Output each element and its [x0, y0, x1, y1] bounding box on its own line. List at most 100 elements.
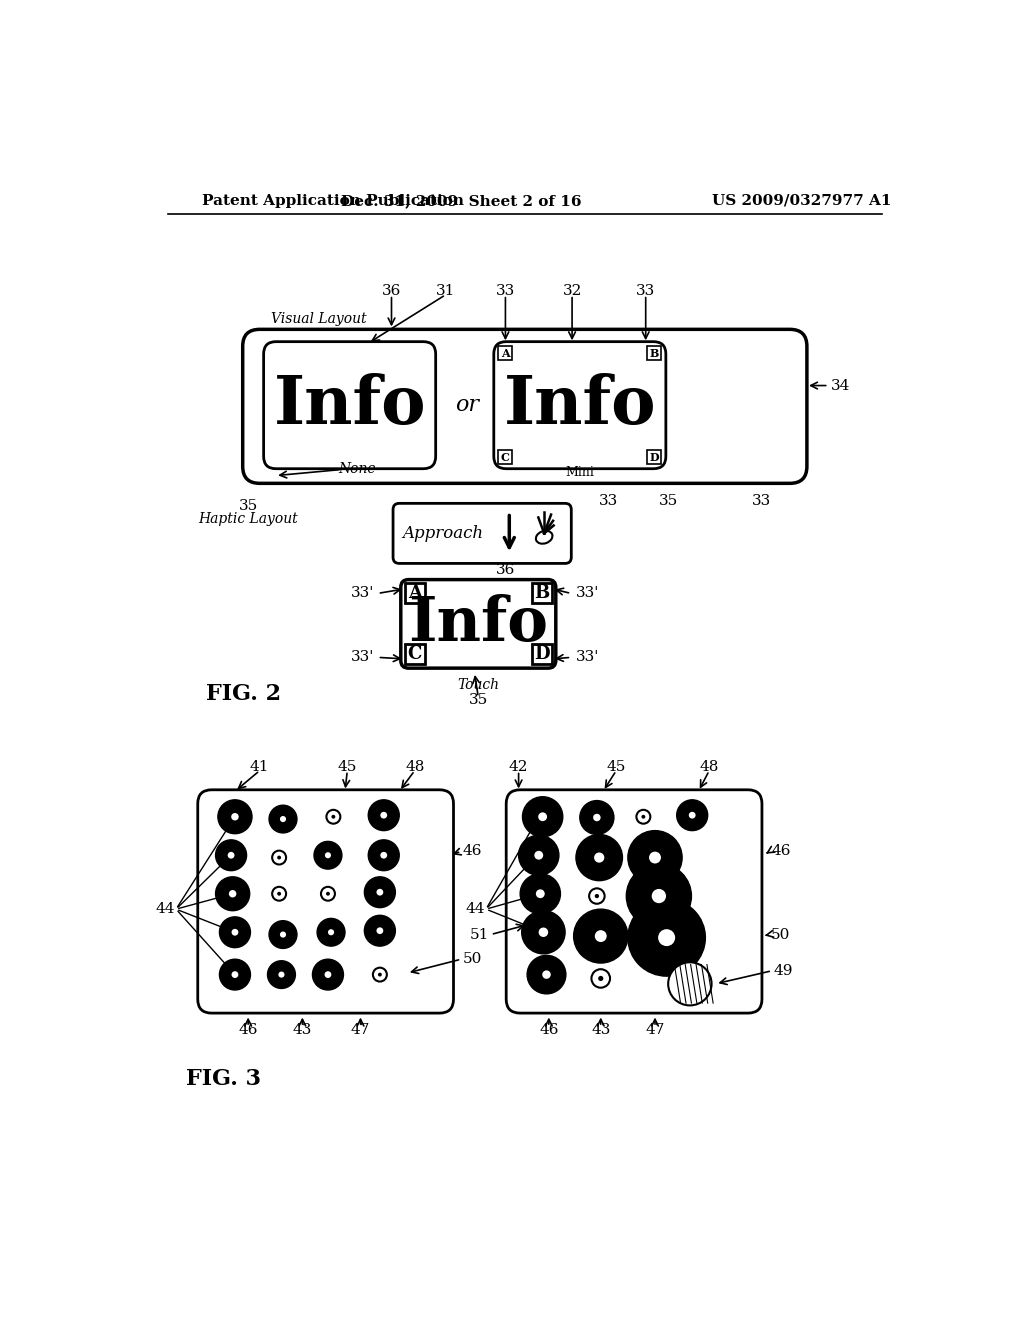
Circle shape — [219, 917, 251, 948]
Circle shape — [327, 809, 340, 824]
Circle shape — [522, 797, 563, 837]
FancyBboxPatch shape — [494, 342, 666, 469]
Circle shape — [527, 956, 566, 994]
Bar — [531, 583, 552, 603]
Text: FIG. 3: FIG. 3 — [186, 1068, 261, 1089]
FancyBboxPatch shape — [506, 789, 762, 1014]
Circle shape — [380, 812, 387, 818]
Text: 33': 33' — [575, 586, 599, 601]
Ellipse shape — [536, 531, 553, 544]
Text: D: D — [535, 645, 550, 663]
Circle shape — [365, 915, 395, 946]
Circle shape — [369, 840, 399, 871]
Text: 31: 31 — [436, 284, 456, 298]
Circle shape — [580, 800, 614, 834]
Text: 36: 36 — [496, 564, 515, 577]
Circle shape — [321, 887, 335, 900]
Circle shape — [598, 975, 603, 981]
Circle shape — [658, 929, 675, 946]
Circle shape — [669, 962, 712, 1006]
Circle shape — [377, 928, 383, 935]
Circle shape — [595, 931, 606, 942]
Text: 33: 33 — [636, 284, 655, 298]
Text: or: or — [456, 395, 479, 416]
Circle shape — [649, 851, 660, 863]
Circle shape — [377, 888, 383, 895]
Text: 44: 44 — [465, 902, 484, 916]
Text: 47: 47 — [351, 1023, 371, 1038]
Text: 36: 36 — [382, 284, 401, 298]
Text: 45: 45 — [606, 760, 626, 774]
Circle shape — [218, 800, 252, 834]
Circle shape — [518, 836, 559, 875]
Circle shape — [278, 855, 281, 859]
Circle shape — [314, 841, 342, 869]
Text: Visual Layout: Visual Layout — [270, 312, 367, 326]
Circle shape — [543, 970, 551, 979]
FancyBboxPatch shape — [263, 342, 435, 469]
Text: 35: 35 — [239, 499, 258, 513]
Circle shape — [573, 909, 628, 964]
Circle shape — [219, 960, 251, 990]
Circle shape — [267, 961, 295, 989]
Circle shape — [279, 972, 285, 978]
Circle shape — [317, 919, 345, 946]
Circle shape — [365, 876, 395, 908]
Text: 34: 34 — [830, 379, 850, 392]
Circle shape — [380, 851, 387, 858]
Text: 48: 48 — [406, 760, 424, 774]
Circle shape — [589, 888, 604, 904]
Circle shape — [369, 800, 399, 830]
Text: 32: 32 — [562, 284, 582, 298]
Circle shape — [332, 814, 335, 818]
Circle shape — [229, 890, 237, 898]
Text: C: C — [408, 645, 422, 663]
Circle shape — [373, 968, 387, 982]
Text: B: B — [535, 585, 550, 602]
Text: Info: Info — [273, 372, 426, 438]
Circle shape — [312, 960, 343, 990]
Circle shape — [216, 876, 250, 911]
Circle shape — [593, 814, 601, 821]
Circle shape — [227, 851, 234, 858]
Bar — [499, 450, 512, 465]
Circle shape — [326, 892, 330, 896]
Text: Touch: Touch — [458, 678, 500, 692]
Circle shape — [280, 816, 286, 822]
Circle shape — [594, 853, 604, 863]
Text: FIG. 2: FIG. 2 — [206, 682, 281, 705]
Bar — [647, 450, 662, 465]
Text: 43: 43 — [293, 1023, 312, 1038]
Text: A: A — [501, 347, 510, 359]
Circle shape — [269, 805, 297, 833]
Text: US 2009/0327977 A1: US 2009/0327977 A1 — [713, 194, 892, 207]
Circle shape — [378, 973, 382, 977]
Circle shape — [641, 814, 645, 818]
Circle shape — [325, 853, 331, 858]
Circle shape — [575, 834, 623, 880]
Text: Mini: Mini — [565, 466, 594, 479]
Text: 35: 35 — [469, 693, 487, 708]
Bar — [404, 644, 425, 664]
Text: Patent Application Publication: Patent Application Publication — [202, 194, 464, 207]
Text: 33': 33' — [351, 586, 375, 601]
Circle shape — [269, 921, 297, 948]
Text: 51: 51 — [470, 928, 489, 941]
Text: A: A — [408, 585, 422, 602]
Text: 50: 50 — [463, 952, 482, 966]
FancyBboxPatch shape — [243, 330, 807, 483]
Text: 46: 46 — [239, 1023, 258, 1038]
Text: C: C — [501, 451, 510, 463]
Bar — [647, 346, 662, 360]
Text: 43: 43 — [591, 1023, 610, 1038]
Circle shape — [628, 830, 682, 884]
Text: Dec. 31, 2009  Sheet 2 of 16: Dec. 31, 2009 Sheet 2 of 16 — [341, 194, 582, 207]
FancyBboxPatch shape — [198, 789, 454, 1014]
Text: 47: 47 — [645, 1023, 665, 1038]
Circle shape — [325, 972, 332, 978]
Circle shape — [231, 972, 239, 978]
Text: 48: 48 — [699, 760, 719, 774]
Circle shape — [627, 863, 691, 928]
Text: 45: 45 — [338, 760, 357, 774]
Circle shape — [539, 812, 547, 821]
